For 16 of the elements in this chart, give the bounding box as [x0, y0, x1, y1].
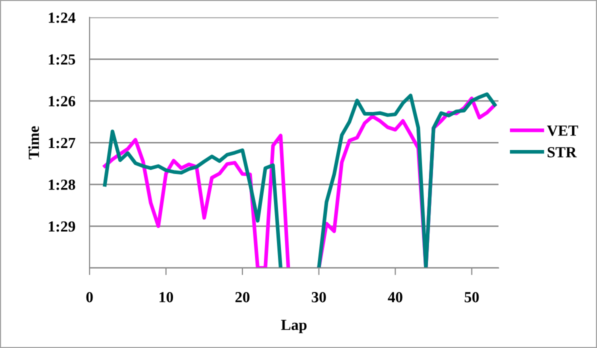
legend-label: VET — [547, 126, 578, 136]
x-tick-label: 40 — [388, 292, 402, 302]
y-tick-label: 1:28 — [48, 180, 76, 190]
x-tick-label: 50 — [464, 292, 479, 302]
y-tick-label: 1:25 — [48, 54, 76, 65]
x-tick-label: 0 — [86, 292, 93, 302]
y-tick-label: 1:27 — [48, 138, 76, 148]
y-tick-label: 1:26 — [48, 96, 76, 106]
x-tick-label: 20 — [235, 292, 250, 302]
legend-label: STR — [548, 147, 577, 158]
y-axis-title: Time — [28, 126, 39, 160]
x-axis-title: Lap — [281, 320, 307, 334]
x-tick-label: 10 — [160, 292, 174, 302]
x-tick-label: 30 — [312, 292, 326, 302]
y-tick-label: 1:29 — [48, 221, 76, 232]
y-tick-label: 1:24 — [48, 12, 76, 23]
